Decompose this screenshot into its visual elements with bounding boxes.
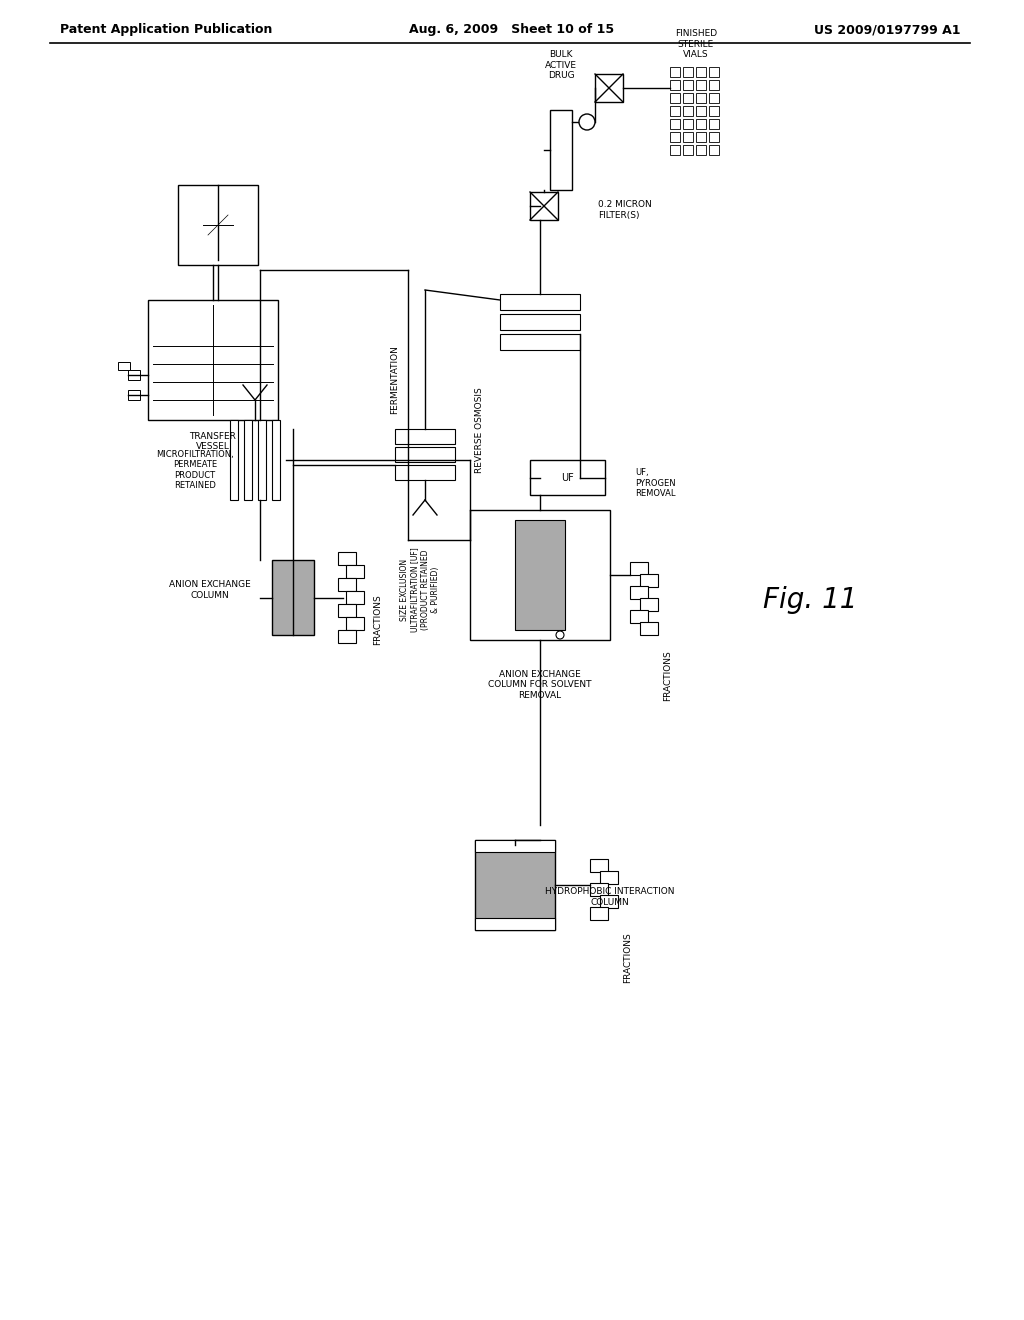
Text: 0.2 MICRON
FILTER(S): 0.2 MICRON FILTER(S): [598, 201, 651, 219]
Bar: [696, 132, 706, 143]
Ellipse shape: [579, 114, 595, 129]
Bar: [500, 334, 580, 350]
Text: ANION EXCHANGE
COLUMN: ANION EXCHANGE COLUMN: [169, 581, 251, 599]
Bar: [338, 578, 356, 591]
Bar: [230, 420, 238, 500]
Text: Aug. 6, 2009   Sheet 10 of 15: Aug. 6, 2009 Sheet 10 of 15: [410, 24, 614, 37]
Bar: [683, 145, 693, 154]
Bar: [338, 605, 356, 616]
Bar: [500, 294, 580, 310]
Bar: [670, 81, 680, 90]
Bar: [683, 92, 693, 103]
Bar: [244, 420, 252, 500]
Bar: [670, 67, 680, 77]
Bar: [670, 119, 680, 129]
Text: FRACTIONS: FRACTIONS: [664, 649, 673, 701]
Text: BULK
ACTIVE
DRUG: BULK ACTIVE DRUG: [545, 50, 577, 81]
Text: SIZE EXCLUSION
ULTRAFILTRATION [UF]
(PRODUCT RETAINED
& PURIFIED): SIZE EXCLUSION ULTRAFILTRATION [UF] (PRO…: [400, 548, 440, 632]
Bar: [640, 622, 658, 635]
Bar: [670, 106, 680, 116]
Bar: [683, 106, 693, 116]
Ellipse shape: [556, 631, 564, 639]
Bar: [530, 459, 605, 495]
Bar: [696, 67, 706, 77]
Bar: [683, 67, 693, 77]
Text: ANION EXCHANGE
COLUMN FOR SOLVENT
REMOVAL: ANION EXCHANGE COLUMN FOR SOLVENT REMOVA…: [488, 671, 592, 700]
Bar: [178, 185, 258, 265]
Bar: [683, 132, 693, 143]
Bar: [709, 119, 719, 129]
Bar: [640, 574, 658, 587]
Text: Fig. 11: Fig. 11: [763, 586, 857, 614]
Bar: [600, 895, 618, 908]
Bar: [338, 552, 356, 565]
Bar: [395, 429, 455, 444]
Bar: [709, 67, 719, 77]
Bar: [630, 562, 648, 576]
Bar: [118, 362, 130, 370]
Bar: [683, 119, 693, 129]
Text: US 2009/0197799 A1: US 2009/0197799 A1: [813, 24, 961, 37]
Bar: [128, 370, 140, 380]
Bar: [709, 81, 719, 90]
Bar: [696, 92, 706, 103]
Text: FRACTIONS: FRACTIONS: [624, 932, 633, 983]
Bar: [272, 420, 280, 500]
Bar: [148, 300, 278, 420]
Bar: [696, 119, 706, 129]
Bar: [709, 145, 719, 154]
Text: MICROFILTRATION,
PERMEATE
PRODUCT
RETAINED: MICROFILTRATION, PERMEATE PRODUCT RETAIN…: [156, 450, 233, 490]
Bar: [696, 106, 706, 116]
Bar: [670, 145, 680, 154]
Bar: [670, 132, 680, 143]
Bar: [630, 610, 648, 623]
Bar: [696, 145, 706, 154]
Bar: [590, 883, 608, 896]
Bar: [590, 907, 608, 920]
Bar: [475, 840, 555, 851]
Text: UF,
PYROGEN
REMOVAL: UF, PYROGEN REMOVAL: [635, 469, 676, 498]
Bar: [595, 74, 623, 102]
Bar: [338, 630, 356, 643]
Bar: [272, 560, 314, 635]
Bar: [590, 859, 608, 873]
Bar: [683, 81, 693, 90]
Bar: [550, 110, 572, 190]
Bar: [696, 81, 706, 90]
Bar: [346, 616, 364, 630]
Bar: [670, 92, 680, 103]
Bar: [128, 389, 140, 400]
Bar: [500, 314, 580, 330]
Text: TRANSFER
VESSEL: TRANSFER VESSEL: [189, 432, 237, 451]
Bar: [475, 917, 555, 931]
Text: REVERSE OSMOSIS: REVERSE OSMOSIS: [475, 387, 484, 473]
Text: FRACTIONS: FRACTIONS: [374, 594, 383, 645]
Bar: [530, 191, 558, 220]
Bar: [470, 510, 610, 640]
Bar: [258, 420, 266, 500]
Text: FINISHED
STERILE
VIALS: FINISHED STERILE VIALS: [675, 29, 717, 59]
Text: FERMENTATION: FERMENTATION: [390, 346, 399, 414]
Text: UF: UF: [560, 473, 573, 483]
Bar: [395, 465, 455, 480]
Bar: [515, 520, 565, 630]
Bar: [640, 598, 658, 611]
Bar: [346, 565, 364, 578]
Bar: [475, 840, 555, 931]
Bar: [709, 106, 719, 116]
Text: Patent Application Publication: Patent Application Publication: [60, 24, 272, 37]
Bar: [709, 132, 719, 143]
Bar: [709, 92, 719, 103]
Text: HYDROPHOBIC INTERACTION
COLUMN: HYDROPHOBIC INTERACTION COLUMN: [545, 887, 675, 907]
Bar: [630, 586, 648, 599]
Bar: [395, 447, 455, 462]
Bar: [346, 591, 364, 605]
Bar: [600, 871, 618, 884]
